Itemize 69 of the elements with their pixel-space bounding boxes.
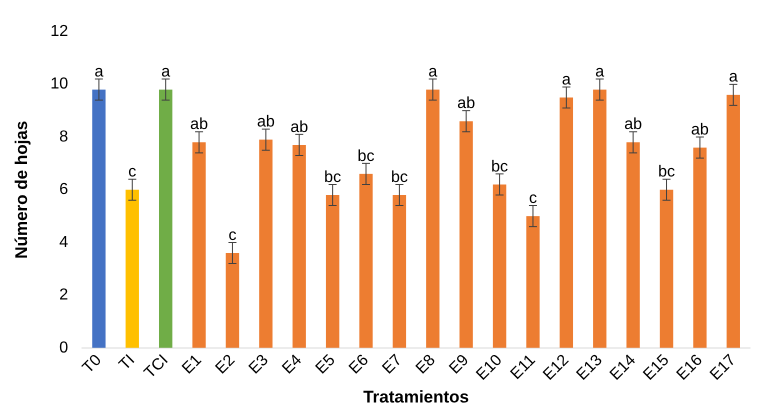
x-tick-label: E9: [446, 352, 472, 378]
annotation: c: [128, 164, 136, 181]
annotation: a: [562, 71, 571, 88]
x-tick-label: E11: [508, 352, 539, 383]
x-axis-title: Tratamientos: [363, 387, 470, 406]
x-tick-label: TI: [116, 352, 138, 374]
x-tick-label: E5: [312, 352, 339, 378]
y-tick-label: 8: [59, 128, 68, 146]
annotation: bc: [358, 148, 374, 165]
bar: [359, 174, 373, 348]
bar: [326, 195, 340, 348]
x-tick-label: T0: [80, 352, 105, 377]
y-tick-label: 12: [50, 23, 68, 40]
bar: [492, 184, 506, 348]
bar: [158, 90, 172, 348]
x-tick-label: E10: [473, 352, 506, 384]
bar: [192, 142, 206, 348]
x-tick-label: E15: [640, 352, 673, 384]
bar: [660, 190, 674, 348]
bar: [593, 90, 606, 348]
bar: [226, 253, 240, 348]
x-tick-label: E14: [606, 352, 640, 384]
bar: [259, 140, 273, 348]
annotation: c: [228, 226, 236, 244]
bar: [426, 90, 440, 348]
x-tick-label: E17: [707, 352, 740, 384]
bar: [560, 97, 574, 348]
bar: [126, 190, 139, 348]
annotation: ab: [691, 121, 709, 138]
bar: [392, 195, 406, 348]
bar: [92, 90, 106, 348]
bar: [460, 121, 473, 348]
y-tick-label: 6: [59, 181, 68, 198]
x-tick-label: TCI: [141, 352, 172, 382]
annotation: a: [428, 63, 438, 80]
annotation: bc: [324, 168, 342, 186]
y-tick-label: 0: [59, 339, 68, 356]
annotation: bc: [491, 158, 508, 176]
x-tick-label: E8: [412, 352, 439, 378]
bar: [693, 148, 707, 348]
annotation: ab: [457, 95, 476, 112]
y-tick-label: 4: [59, 234, 68, 251]
annotation: ab: [290, 118, 308, 136]
bar: [526, 216, 540, 348]
x-tick-label: E13: [574, 352, 606, 384]
bar: [626, 142, 640, 348]
annotation: c: [528, 190, 537, 207]
x-tick-label: E12: [540, 352, 572, 384]
bar: [292, 144, 306, 348]
y-axis-title: Número de hojas: [12, 120, 31, 259]
annotation: ab: [256, 114, 275, 131]
annotation: ab: [190, 116, 208, 134]
annotation: a: [595, 63, 604, 80]
annotation: bc: [658, 164, 675, 181]
x-tick-label: E1: [179, 352, 206, 378]
annotation: bc: [390, 168, 408, 186]
annotation: ab: [624, 116, 642, 134]
x-tick-label: E2: [212, 352, 238, 378]
x-tick-label: E16: [674, 352, 706, 384]
annotation: a: [728, 68, 738, 86]
x-tick-label: E4: [279, 352, 306, 378]
y-tick-label: 10: [50, 76, 68, 93]
bar: [726, 94, 740, 348]
x-tick-label: E7: [379, 352, 406, 378]
x-tick-label: E6: [346, 352, 372, 378]
annotation: a: [161, 63, 170, 80]
y-tick-label: 2: [59, 286, 68, 304]
annotation: a: [94, 63, 104, 80]
x-tick-label: E3: [246, 352, 272, 378]
